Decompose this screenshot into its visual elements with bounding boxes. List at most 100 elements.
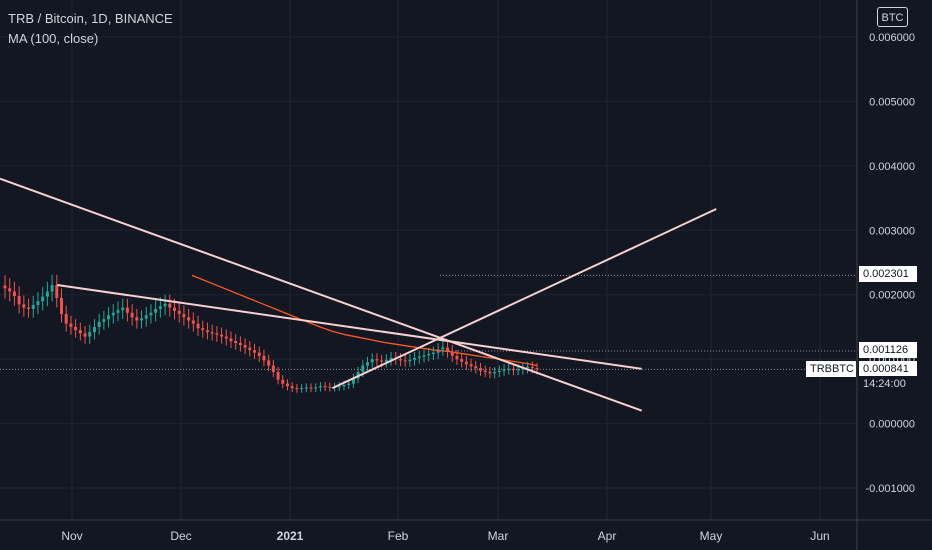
candle-body bbox=[300, 388, 304, 390]
indicator-title[interactable]: MA (100, close) bbox=[8, 31, 99, 46]
x-tick-label: Dec bbox=[170, 529, 191, 543]
candle-body bbox=[290, 386, 294, 389]
currency-button[interactable]: BTC bbox=[877, 7, 908, 27]
candle-body bbox=[92, 326, 96, 333]
candle-body bbox=[205, 330, 209, 333]
candle-body bbox=[535, 368, 539, 370]
candle-body bbox=[318, 386, 322, 388]
candle-body bbox=[144, 315, 148, 319]
chart-grid bbox=[0, 0, 857, 520]
candle-body bbox=[22, 304, 26, 308]
candle-body bbox=[295, 388, 299, 390]
candle-body bbox=[271, 365, 275, 373]
candle-body bbox=[422, 355, 426, 357]
candle-body bbox=[45, 291, 49, 297]
countdown-tag: 14:24:00 bbox=[859, 376, 917, 392]
candle-body bbox=[398, 359, 402, 361]
candle-body bbox=[234, 341, 238, 344]
candle-body bbox=[403, 360, 407, 362]
chart-legend: TRB / Bitcoin, 1D, BINANCE MA (100, clos… bbox=[8, 9, 173, 49]
candle-body bbox=[342, 384, 346, 387]
trend-lines bbox=[0, 177, 717, 412]
candle-body bbox=[182, 314, 186, 318]
candle-body bbox=[78, 330, 82, 334]
candle-body bbox=[526, 366, 530, 369]
candle-body bbox=[130, 312, 134, 318]
candle-body bbox=[253, 350, 257, 353]
candle-body bbox=[140, 318, 144, 321]
candle-body bbox=[366, 362, 370, 366]
candle-body bbox=[502, 369, 506, 371]
candle-body bbox=[243, 344, 247, 348]
candle-body bbox=[380, 360, 384, 362]
candle-body bbox=[516, 369, 520, 371]
candle-body bbox=[361, 365, 365, 373]
candle-body bbox=[187, 317, 191, 321]
x-tick-label: Mar bbox=[488, 529, 509, 543]
ma-100-line bbox=[191, 274, 538, 367]
candle-body bbox=[351, 378, 355, 384]
trend-line bbox=[57, 284, 642, 370]
candle-body bbox=[309, 387, 313, 389]
candle-body bbox=[323, 386, 327, 388]
y-tick-label: 0.003000 bbox=[869, 225, 915, 237]
candle-body bbox=[521, 368, 525, 370]
candle-body bbox=[59, 297, 63, 315]
candle-body bbox=[177, 310, 181, 315]
candle-body bbox=[257, 352, 261, 356]
candle-body bbox=[17, 296, 21, 305]
candle-body bbox=[111, 312, 115, 316]
candle-body bbox=[158, 306, 162, 309]
candle-body bbox=[441, 347, 445, 350]
candle-body bbox=[229, 338, 233, 342]
x-tick-label: Feb bbox=[388, 529, 409, 543]
candle-body bbox=[328, 386, 332, 388]
horizontal-levels bbox=[0, 274, 857, 370]
y-tick-label: 0.002000 bbox=[869, 290, 915, 302]
candle-body bbox=[107, 315, 111, 320]
x-tick-label: 2021 bbox=[277, 529, 304, 543]
candle-body bbox=[474, 366, 478, 369]
candle-body bbox=[384, 359, 388, 362]
x-tick-label: Apr bbox=[598, 529, 617, 543]
y-tick-label: 0.004000 bbox=[869, 161, 915, 173]
trend-line bbox=[331, 208, 717, 390]
candle-body bbox=[210, 332, 214, 334]
candle-body bbox=[285, 383, 289, 387]
candle-body bbox=[168, 303, 172, 308]
level-mid-tag: 0.001126 bbox=[859, 342, 917, 358]
candle-body bbox=[8, 288, 12, 292]
candle-body bbox=[220, 334, 224, 337]
candle-body bbox=[191, 320, 195, 324]
candle-body bbox=[460, 359, 464, 362]
candle-body bbox=[493, 372, 497, 374]
candle-body bbox=[389, 357, 393, 360]
candle-body bbox=[370, 359, 374, 363]
candle-body bbox=[69, 323, 73, 327]
candle-body bbox=[3, 285, 7, 289]
candle-body bbox=[125, 307, 129, 313]
candle-body bbox=[469, 364, 473, 367]
candle-body bbox=[121, 307, 125, 311]
moving-average-line bbox=[191, 274, 538, 367]
candle-body bbox=[50, 285, 54, 292]
candle-body bbox=[116, 310, 120, 313]
candle-body bbox=[248, 347, 252, 351]
candle-body bbox=[201, 328, 205, 331]
candle-body bbox=[172, 307, 176, 311]
candle-body bbox=[154, 308, 158, 313]
symbol-title[interactable]: TRB / Bitcoin, 1D, BINANCE bbox=[8, 11, 173, 26]
trend-line bbox=[0, 177, 643, 412]
candle-body bbox=[64, 314, 68, 324]
candle-body bbox=[431, 352, 435, 354]
candle-body bbox=[530, 366, 534, 369]
x-tick-label: May bbox=[700, 529, 723, 543]
candle-body bbox=[83, 333, 87, 337]
candle-body bbox=[224, 336, 228, 339]
candle-body bbox=[31, 305, 35, 309]
candle-body bbox=[314, 387, 318, 389]
candle-body bbox=[464, 361, 468, 365]
candle-body bbox=[267, 360, 271, 366]
